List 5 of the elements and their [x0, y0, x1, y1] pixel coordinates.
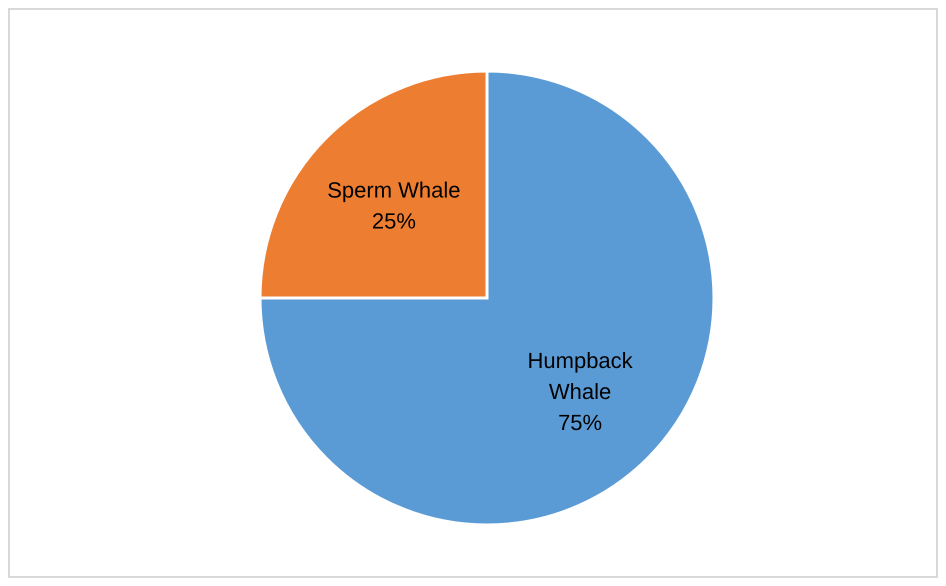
data-label: 25%: [372, 208, 416, 233]
slice-label: Humpback Whale: [528, 348, 634, 404]
data-label: 75%: [558, 410, 602, 435]
pie-slice: [258, 70, 716, 526]
slice-label: Sperm Whale: [327, 176, 461, 202]
